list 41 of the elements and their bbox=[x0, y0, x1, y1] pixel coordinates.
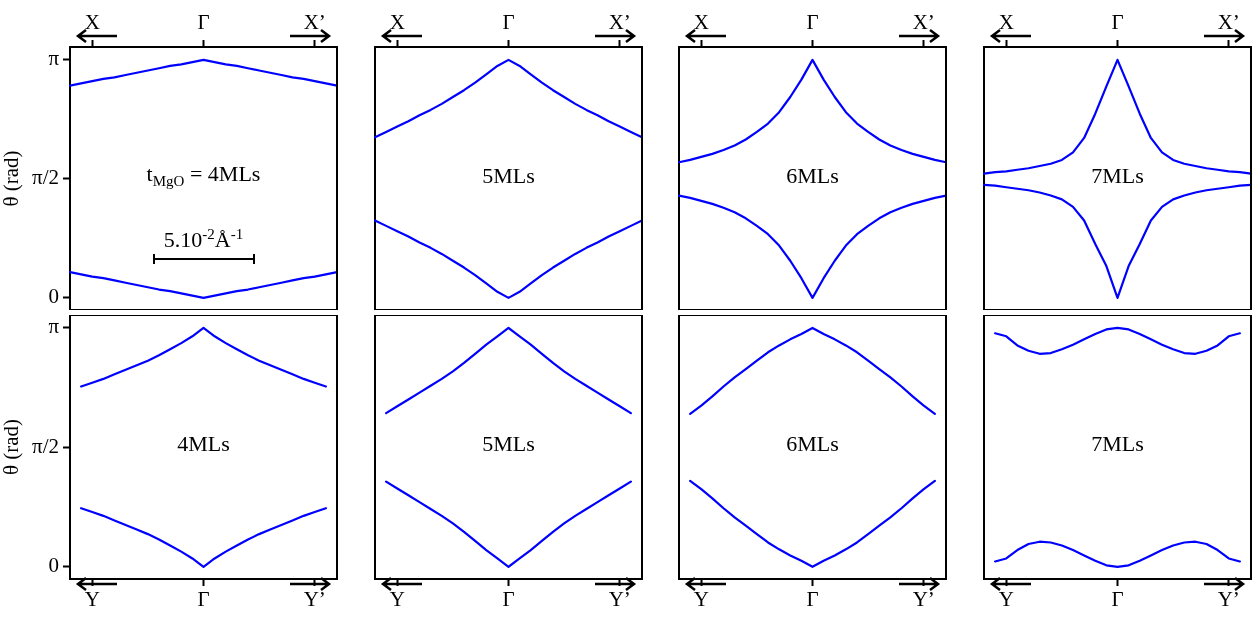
y-tick-label: π/2 bbox=[32, 165, 59, 190]
annotation: 5MLs bbox=[482, 431, 535, 457]
annotation: t$_{MgO}$ = 4MLs bbox=[146, 160, 261, 190]
x-tick-label: Y’ bbox=[1217, 587, 1240, 612]
x-tick-label: Y’ bbox=[303, 587, 326, 612]
x-tick-label: Y’ bbox=[608, 587, 631, 612]
x-tick-label: X’ bbox=[1217, 9, 1240, 34]
x-tick-label: Γ bbox=[197, 587, 210, 612]
y-axis-title: θ (rad) bbox=[0, 418, 24, 476]
x-tick-label: X’ bbox=[608, 9, 631, 34]
annotation: 7MLs bbox=[1091, 162, 1144, 188]
x-tick-label: X bbox=[84, 9, 100, 34]
y-tick-label: π/2 bbox=[32, 433, 59, 458]
y-tick-label: 0 bbox=[48, 284, 59, 309]
y-tick-label: π bbox=[48, 314, 60, 339]
x-tick-label: Γ bbox=[1111, 587, 1124, 612]
y-axis-title: θ (rad) bbox=[0, 150, 24, 207]
annotation: 5.10$^{-2}$Å$^{-1}$ bbox=[163, 225, 244, 253]
annotation: 7MLs bbox=[1091, 431, 1144, 457]
x-tick-label: X bbox=[998, 9, 1014, 34]
x-tick-label: Y bbox=[693, 587, 709, 612]
x-tick-label: Γ bbox=[197, 9, 210, 34]
y-tick-label: π bbox=[48, 46, 60, 71]
y-tick-label: 0 bbox=[48, 553, 59, 578]
x-tick-label: X’ bbox=[912, 9, 935, 34]
x-tick-label: X bbox=[693, 9, 709, 34]
x-tick-label: Y bbox=[998, 587, 1014, 612]
annotation: 6MLs bbox=[786, 431, 839, 457]
x-tick-label: X’ bbox=[303, 9, 326, 34]
x-tick-label: Γ bbox=[502, 9, 515, 34]
x-tick-label: Y bbox=[389, 587, 405, 612]
x-tick-label: Γ bbox=[1111, 9, 1124, 34]
x-tick-label: X bbox=[389, 9, 405, 34]
annotation: 4MLs bbox=[177, 431, 230, 457]
annotation: 6MLs bbox=[786, 162, 839, 188]
x-tick-label: Y’ bbox=[912, 587, 935, 612]
x-tick-label: Y bbox=[84, 587, 100, 612]
x-tick-label: Γ bbox=[502, 587, 515, 612]
x-tick-label: Γ bbox=[806, 587, 819, 612]
x-tick-label: Γ bbox=[806, 9, 819, 34]
annotation: 5MLs bbox=[482, 162, 535, 188]
